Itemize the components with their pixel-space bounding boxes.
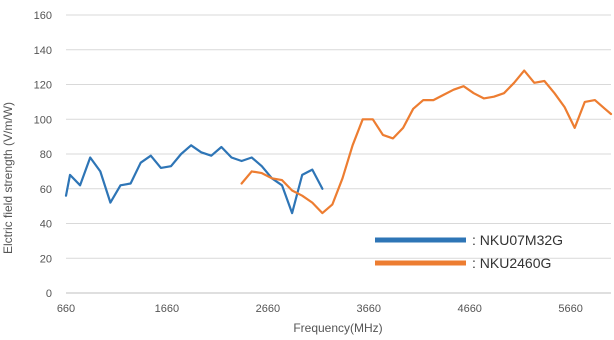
y-axis-ticks: 0 20 40 60 80 100 120 140 160 xyxy=(34,10,52,300)
y-tick-label: 80 xyxy=(40,149,52,161)
y-tick-label: 160 xyxy=(34,10,52,22)
y-tick-label: 40 xyxy=(40,219,52,231)
x-tick-label: 2660 xyxy=(256,303,280,315)
grid-lines xyxy=(66,14,611,259)
legend: : NKU07M32G : NKU2460G xyxy=(375,232,563,271)
series-line-nku07m32g xyxy=(64,144,324,215)
series-line-nku2460g xyxy=(240,69,613,215)
x-axis-title: Frequency(MHz) xyxy=(293,321,382,335)
x-tick-label: 3660 xyxy=(357,303,381,315)
legend-label-nku2460g: : NKU2460G xyxy=(472,255,551,271)
y-tick-label: 120 xyxy=(34,80,52,92)
legend-label-nku07m32g: : NKU07M32G xyxy=(472,232,563,248)
y-tick-label: 60 xyxy=(40,184,52,196)
y-tick-label: 0 xyxy=(46,288,52,300)
y-tick-label: 100 xyxy=(34,114,52,126)
x-axis-ticks: 660 1660 2660 3660 4660 5660 xyxy=(57,303,583,315)
x-tick-label: 5660 xyxy=(558,303,582,315)
series-lines xyxy=(64,69,613,215)
x-tick-label: 660 xyxy=(57,303,75,315)
x-tick-label: 4660 xyxy=(457,303,481,315)
y-axis-title: Elctric field strength (V/m/W) xyxy=(1,102,15,254)
x-tick-label: 1660 xyxy=(155,303,179,315)
y-tick-label: 140 xyxy=(34,45,52,57)
y-tick-label: 20 xyxy=(40,253,52,265)
